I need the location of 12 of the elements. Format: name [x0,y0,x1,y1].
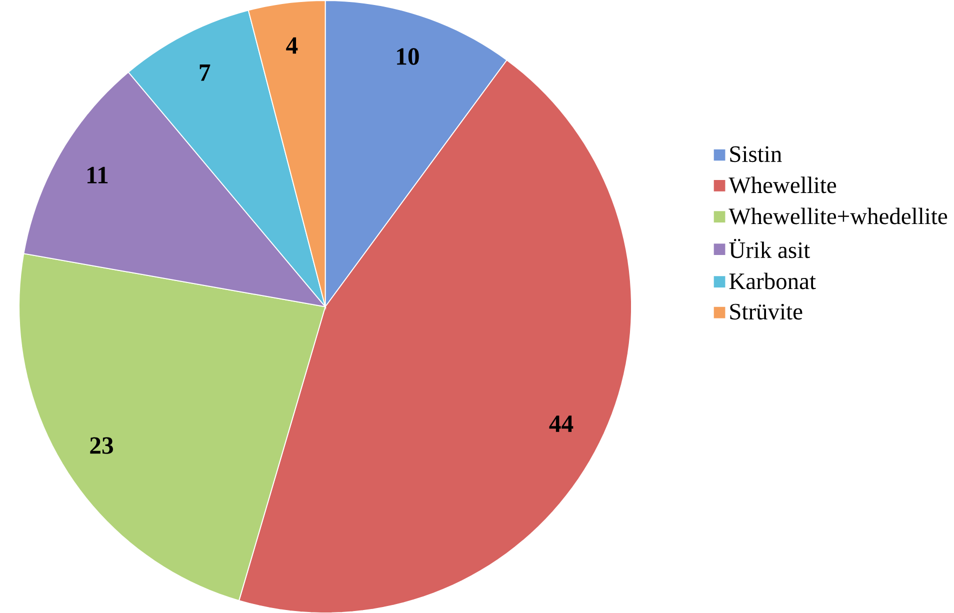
data-label: 4 [286,37,298,54]
data-label: 23 [90,437,113,454]
legend-label: Karbonat [729,272,816,290]
data-label: 44 [549,415,574,432]
legend-label: Strüvite [730,304,802,320]
data-label: 7 [200,64,210,80]
data-label: 10 [397,48,419,65]
legend-label: Whewellite [728,176,836,194]
legend-label: Whewellite+whedellite [728,208,948,224]
data-label: 11 [88,166,108,183]
legend-label: Ürik asit [729,238,810,258]
legend-label: Sistin [730,146,782,162]
